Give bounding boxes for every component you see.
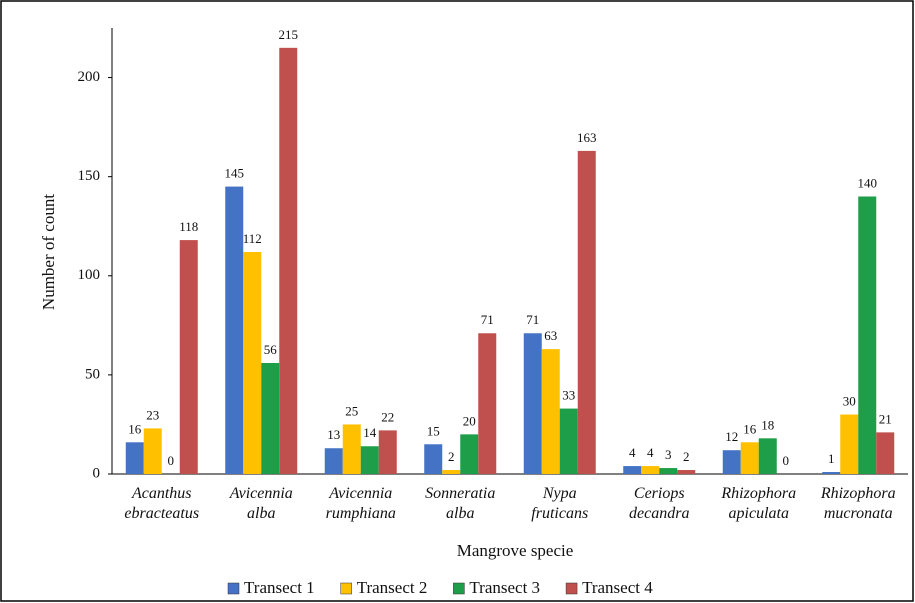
data-label: 140	[858, 175, 878, 190]
bar	[840, 414, 859, 474]
y-tick-label: 100	[78, 267, 101, 283]
data-label: 12	[725, 429, 738, 444]
x-tick-label: Rhizophora mucronata	[820, 485, 896, 522]
x-tick-label: Rhizophora apiculata	[720, 485, 796, 522]
data-label: 3	[665, 447, 672, 462]
bar	[342, 424, 361, 474]
data-label: 145	[225, 166, 245, 181]
bar	[225, 186, 244, 475]
data-label: 30	[843, 394, 856, 409]
data-label: 20	[463, 413, 476, 428]
data-label: 4	[629, 445, 636, 460]
data-label: 15	[427, 423, 440, 438]
legend-swatch	[453, 582, 465, 595]
data-label: 112	[243, 231, 262, 246]
data-label: 33	[562, 388, 575, 403]
data-label: 18	[761, 417, 774, 432]
data-label: 16	[128, 421, 142, 436]
data-label: 215	[279, 27, 299, 42]
bar	[541, 349, 560, 474]
bar	[261, 362, 280, 474]
x-tick-label: Sonneratia alba	[425, 485, 495, 522]
legend-swatch	[565, 582, 578, 595]
y-tick-label: 0	[93, 465, 101, 481]
data-label: 23	[146, 407, 159, 422]
bar	[876, 432, 895, 474]
bar	[460, 434, 479, 474]
bar	[740, 442, 759, 474]
bar	[360, 446, 379, 474]
bar	[378, 430, 397, 474]
y-axis-label: Number of count	[39, 194, 58, 310]
bar	[858, 196, 877, 474]
y-tick-label: 150	[78, 168, 101, 184]
x-axis-label: Mangrove specie	[457, 541, 574, 560]
bar	[758, 438, 777, 474]
data-label: 2	[683, 449, 690, 464]
data-label: 21	[879, 411, 892, 426]
bar	[143, 428, 162, 474]
legend-label: Transect 4	[582, 578, 653, 597]
legend-label: Transect 1	[244, 578, 315, 597]
bar	[179, 240, 198, 474]
data-label: 22	[381, 409, 394, 424]
y-tick-label: 200	[78, 69, 101, 85]
data-label: 71	[481, 312, 494, 327]
bar	[125, 442, 144, 474]
bar	[478, 333, 497, 474]
data-label: 71	[526, 312, 539, 327]
bar	[523, 333, 542, 474]
data-label: 4	[647, 445, 654, 460]
y-tick-label: 50	[85, 366, 100, 382]
data-label: 0	[783, 453, 790, 468]
data-label: 16	[743, 421, 757, 436]
x-tick-label: Ceriops decandra	[629, 485, 689, 522]
bar	[324, 448, 343, 474]
x-tick-label: Avicennia alba	[229, 485, 293, 522]
bar	[722, 450, 741, 474]
data-label: 13	[327, 427, 340, 442]
bar	[659, 468, 678, 474]
x-tick-label: Avicennia rumphiana	[326, 485, 396, 522]
data-label: 0	[168, 453, 175, 468]
data-label: 14	[363, 425, 377, 440]
x-tick-label: Acanthus ebracteatus	[124, 485, 199, 522]
bar	[559, 408, 578, 474]
legend-swatch	[340, 582, 352, 595]
data-label: 118	[179, 219, 198, 234]
data-label: 63	[544, 328, 557, 343]
bar	[677, 470, 696, 474]
bar	[243, 251, 262, 474]
data-label: 1	[828, 451, 835, 466]
legend-label: Transect 2	[357, 578, 428, 597]
bar	[641, 466, 660, 474]
bar	[577, 150, 596, 475]
data-label: 163	[577, 130, 597, 145]
bar	[279, 47, 298, 474]
data-label: 56	[264, 342, 278, 357]
bar	[442, 470, 461, 474]
legend-swatch	[227, 582, 240, 595]
data-label: 25	[345, 403, 358, 418]
data-label: 2	[448, 449, 455, 464]
legend-label: Transect 3	[469, 578, 540, 597]
bar	[822, 472, 841, 474]
bar	[623, 466, 642, 474]
x-tick-label: Nypa fruticans	[531, 485, 588, 522]
bar	[424, 444, 443, 474]
